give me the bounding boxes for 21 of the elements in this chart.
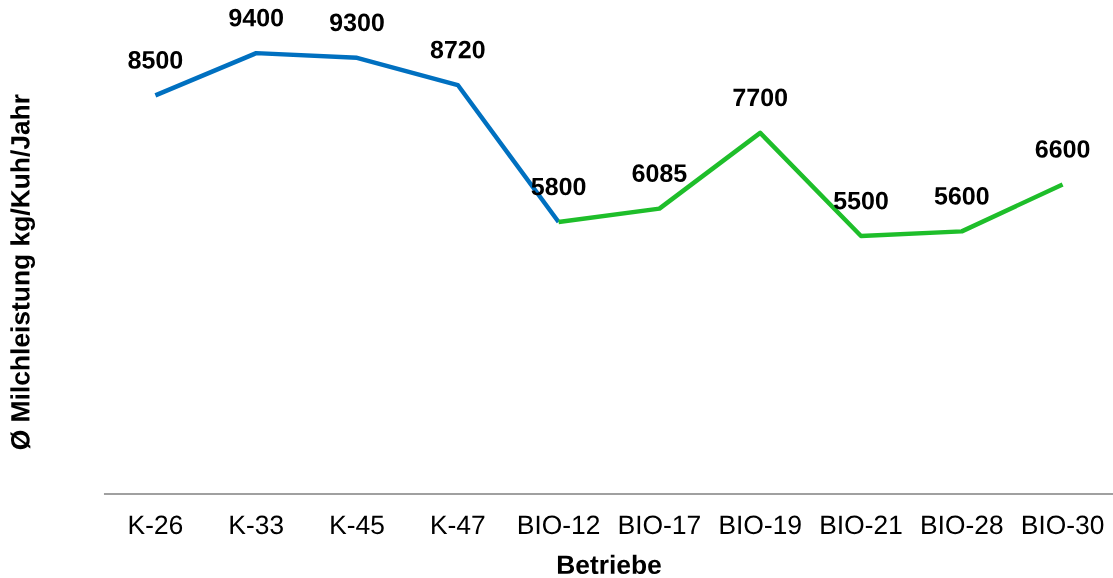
data-label: 8720 xyxy=(430,40,485,59)
x-tick-label: BIO-12 xyxy=(518,515,600,535)
x-tick-label: BIO-21 xyxy=(821,515,902,535)
x-tick-label: BIO-17 xyxy=(619,515,700,535)
x-tick-label: BIO-28 xyxy=(922,515,1003,535)
y-axis-title: Ø Milchleistung kg/Kuh/Jahr xyxy=(10,94,35,450)
data-label: 5600 xyxy=(934,187,989,205)
x-tick-label: K-33 xyxy=(230,515,283,535)
data-label: 6085 xyxy=(632,164,687,182)
x-axis-title: Betriebe xyxy=(557,554,661,575)
data-label: 9300 xyxy=(330,13,384,32)
x-tick-label: K-26 xyxy=(129,515,183,535)
x-tick-label: K-47 xyxy=(432,515,485,534)
data-label: 6600 xyxy=(1035,140,1090,158)
x-tick-label: K-45 xyxy=(331,515,384,535)
data-label: 7700 xyxy=(733,88,787,107)
data-label: 8500 xyxy=(128,51,183,69)
data-label: 9400 xyxy=(229,8,283,27)
data-label: 5500 xyxy=(833,191,888,210)
x-tick-label: BIO-30 xyxy=(1022,515,1104,535)
x-tick-label: BIO-19 xyxy=(720,515,801,535)
